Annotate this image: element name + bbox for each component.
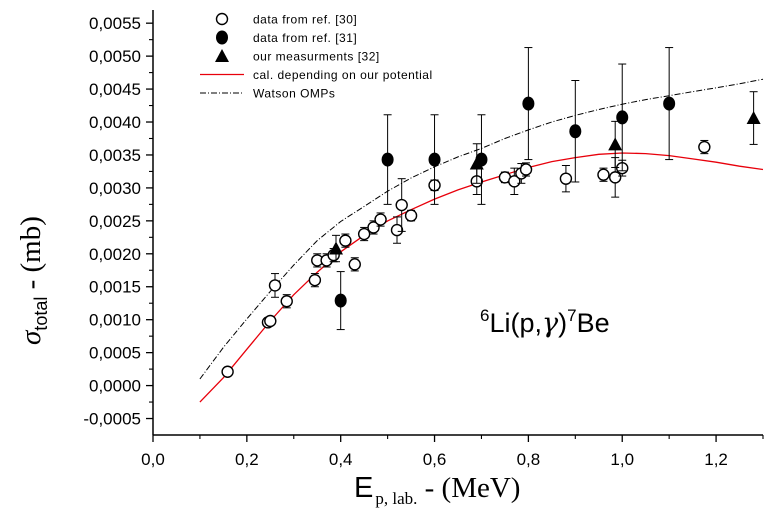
legend-label: data from ref. [31] (253, 31, 357, 45)
open-circle-marker (390, 223, 404, 237)
legend-label: cal. depending on our potential (253, 68, 433, 82)
filled-circle-marker (381, 152, 394, 167)
open-circle-marker (221, 365, 234, 378)
filled-circle-marker (663, 96, 676, 111)
open-circle-marker (395, 198, 408, 212)
reaction-gamma: γ (542, 308, 559, 339)
open-circle-marker (404, 209, 418, 222)
x-tick-label: 0,4 (329, 450, 353, 469)
data-markers (221, 47, 761, 378)
y-axis-title-main: σ (15, 329, 47, 345)
reaction-close: ) (558, 308, 567, 338)
open-circle-marker (367, 221, 380, 234)
reaction-annotation: 6Li(p,γ)7Be (480, 306, 610, 339)
axes: 0,0 0,2 0,4 0,6 0,8 1,0 1,2 -0,0005 0,0000 0,0005… (83, 10, 764, 469)
x-tick-label: 0,2 (235, 450, 259, 469)
reaction-mid-superscript: 7 (567, 306, 576, 325)
open-circle-marker (374, 213, 387, 226)
reaction-product: Be (577, 308, 610, 338)
open-circle-marker (698, 140, 711, 154)
open-circle-marker (268, 279, 282, 292)
open-circle-marker (597, 168, 610, 181)
x-tick-label: 1,0 (610, 450, 634, 469)
y-tick-label: 0,0020 (89, 245, 141, 264)
filled-circle-marker (616, 110, 629, 125)
y-tick-label: 0,0055 (89, 14, 141, 33)
y-axis-title-suffix: - (mb) (15, 216, 47, 297)
open-circle-marker (608, 171, 622, 184)
filled-circle-marker (569, 124, 582, 139)
open-circle-marker (348, 258, 361, 271)
x-tick-label: 0,8 (517, 450, 541, 469)
legend-label: data from ref. [30] (253, 13, 357, 27)
filled-triangle-marker (469, 156, 484, 170)
open-circle-marker (308, 273, 322, 287)
filled-triangle-marker (746, 111, 761, 125)
open-circle-marker (519, 163, 533, 176)
legend-label: Watson OMPs (253, 87, 335, 101)
y-tick-label: 0,0050 (89, 47, 141, 66)
open-circle-marker (559, 172, 573, 185)
y-tick-label: 0,0015 (89, 278, 141, 297)
x-tick-label: 0,6 (423, 450, 447, 469)
x-axis-title-main: E (354, 472, 373, 504)
y-tick-label: 0,0035 (89, 146, 141, 165)
y-tick-label: 0,0045 (89, 80, 141, 99)
filled-triangle-marker (215, 49, 229, 62)
reaction-target: Li(p, (489, 308, 542, 338)
open-circle-marker (508, 175, 521, 188)
filled-circle-marker (522, 96, 535, 111)
reaction-pre-superscript: 6 (480, 306, 489, 325)
open-circle-marker (264, 314, 277, 328)
filled-circle-marker (334, 293, 347, 308)
open-circle-marker (280, 295, 293, 308)
x-axis-title-sub: p, lab. (375, 489, 417, 508)
y-tick-label: 0,0005 (89, 344, 141, 363)
y-tick-label: 0,0025 (89, 212, 141, 231)
open-circle-marker (215, 12, 229, 26)
open-circle-marker (339, 234, 352, 247)
y-tick-label: 0,0010 (89, 311, 141, 330)
filled-circle-marker (428, 152, 441, 167)
y-tick-label: -0,0005 (83, 410, 141, 429)
x-tick-label: 1,2 (704, 450, 728, 469)
y-tick-label: 0,0040 (89, 113, 141, 132)
y-tick-label: 0,0030 (89, 179, 141, 198)
filled-triangle-marker (608, 137, 623, 151)
legend: data from ref. [30] data from ref. [31] ou… (200, 12, 433, 101)
y-tick-label: 0,0000 (89, 377, 141, 396)
x-axis-title-suffix: - (MeV) (417, 472, 520, 504)
filled-triangle-marker (329, 241, 343, 255)
y-axis-title-sub: total (31, 297, 51, 331)
y-axis-title: σtotal - (mb) (15, 216, 51, 345)
legend-label: our measurments [32] (253, 50, 380, 64)
filled-circle-marker (216, 30, 228, 45)
x-tick-label: 0,0 (141, 450, 165, 469)
